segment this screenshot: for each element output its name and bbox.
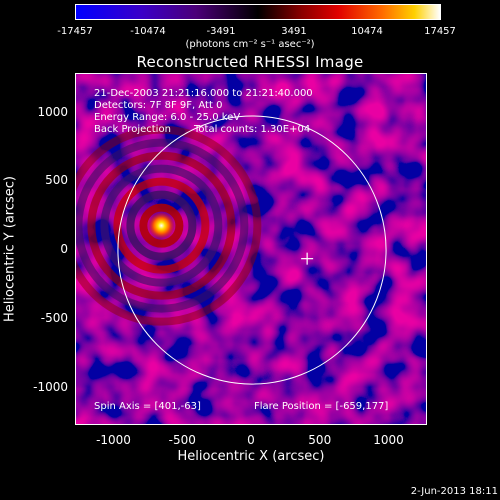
y-tick-label: 500 <box>45 173 68 188</box>
flare-ring <box>126 190 197 261</box>
colorbar-tick: -3491 <box>206 26 236 37</box>
colorbar-tick: -17457 <box>57 26 93 37</box>
flare-ring <box>139 203 184 248</box>
total-counts: Total counts: 1.30E+04 <box>194 124 311 135</box>
time-range: 21-Dec-2003 21:21:16.000 to 21:21:40.000 <box>94 88 313 99</box>
x-axis-label: Heliocentric X (arcsec) <box>177 449 325 464</box>
solar-limb <box>117 115 387 385</box>
x-tick-label: 500 <box>308 433 332 447</box>
flare-ring <box>76 138 249 313</box>
image-plot: 21-Dec-2003 21:21:16.000 to 21:21:40.000… <box>75 73 427 425</box>
colorbar-tick: 3491 <box>281 26 307 37</box>
energy-range: Energy Range: 6.0 - 25.0 keV <box>94 112 241 123</box>
colorbar-tick: 17457 <box>424 26 456 37</box>
timestamp: 2-Jun-2013 18:11 <box>410 486 498 497</box>
background-noise <box>76 74 426 424</box>
flare-ring <box>113 177 210 274</box>
colorbar <box>75 4 441 20</box>
spin-axis-marker <box>301 252 314 265</box>
x-tick-label: 1000 <box>373 433 404 447</box>
y-axis-label: Heliocentric Y (arcsec) <box>2 176 18 322</box>
x-tick-label: 0 <box>247 433 255 447</box>
spin-axis-label: Spin Axis = [401,-63] <box>94 401 201 412</box>
rhessi-image <box>76 74 426 424</box>
y-tick-label: 0 <box>60 242 68 256</box>
detectors: Detectors: 7F 8F 9F, Att 0 <box>94 100 223 111</box>
x-tick-label: -1000 <box>96 433 131 447</box>
colorbar-tick: -10474 <box>130 26 166 37</box>
flare-rings <box>76 125 262 326</box>
chart-title: Reconstructed RHESSI Image <box>136 53 364 71</box>
colorbar-units: (photons cm⁻² s⁻¹ asec⁻²) <box>185 39 315 50</box>
x-tick-label: -500 <box>168 433 196 447</box>
flare-ring <box>76 125 262 326</box>
y-tick-label: -1000 <box>33 379 68 394</box>
method: Back Projection <box>94 124 171 135</box>
colorbar-tick: 10474 <box>351 26 383 37</box>
flare-position-label: Flare Position = [-659,177] <box>254 401 389 412</box>
flare-ring <box>87 151 236 300</box>
y-tick-label: -500 <box>40 310 68 325</box>
flare-ring <box>100 164 223 287</box>
flare-source <box>147 211 176 240</box>
y-tick-label: 1000 <box>37 104 68 119</box>
